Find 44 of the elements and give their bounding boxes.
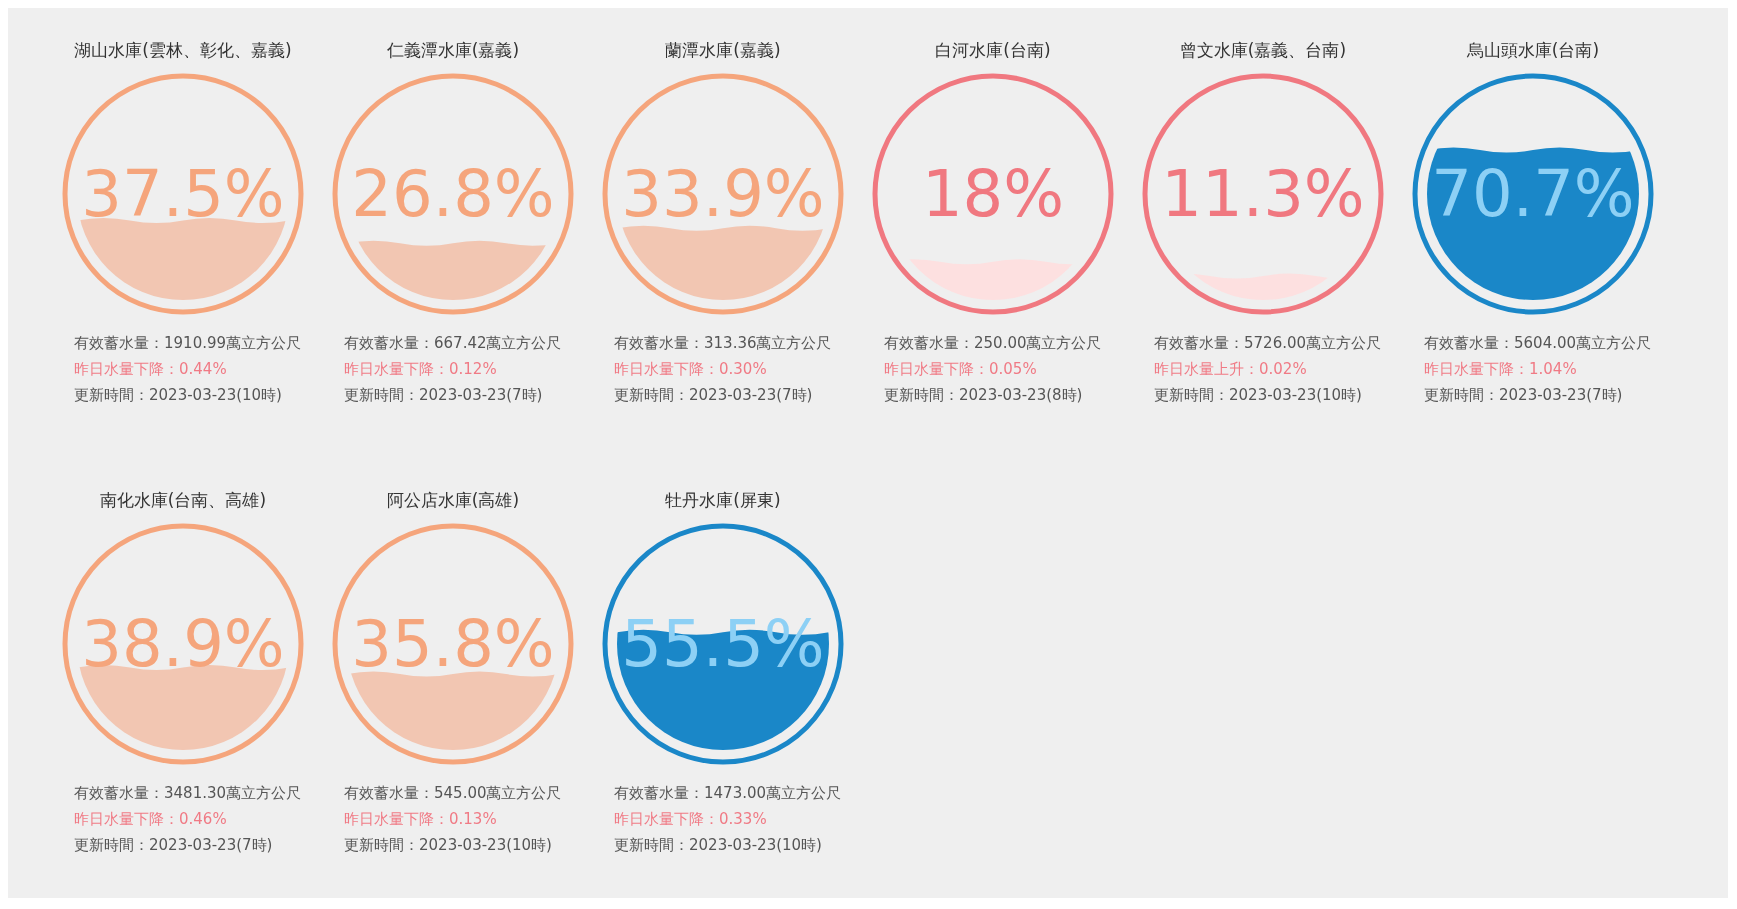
data-label: 18% <box>921 157 1065 231</box>
text: 更新時間：2023-03-23(7時) <box>344 385 544 406</box>
text: 有效蓄水量：5726.00萬立方公尺 <box>1154 333 1383 354</box>
text: 有效蓄水量：5604.00萬立方公尺 <box>1424 333 1653 354</box>
text: 昨日水量下降：0.30% <box>614 359 768 380</box>
data-label: 38.9% <box>81 607 285 681</box>
text: 湖山水庫(雲林、彰化、嘉義) <box>73 39 293 62</box>
text: 白河水庫(台南) <box>934 39 1052 62</box>
text: 有效蓄水量：250.00萬立方公尺 <box>884 333 1103 354</box>
text: 昨日水量下降：0.44% <box>74 359 228 380</box>
text: 南化水庫(台南、高雄) <box>98 489 268 512</box>
text: 更新時間：2023-03-23(7時) <box>74 835 274 856</box>
text: 更新時間：2023-03-23(8時) <box>884 385 1084 406</box>
text: 昨日水量上升：0.02% <box>1154 359 1308 380</box>
data-label: 35.8% <box>351 607 555 681</box>
data-label: 26.8% <box>351 157 555 231</box>
text: 更新時間：2023-03-23(10時) <box>614 835 823 856</box>
data-label: 33.9% <box>621 157 825 231</box>
text: 牡丹水庫(屏東) <box>664 489 782 512</box>
text: 有效蓄水量：3481.30萬立方公尺 <box>74 783 303 804</box>
text: 昨日水量下降：0.13% <box>344 809 498 830</box>
text: 有效蓄水量：313.36萬立方公尺 <box>614 333 833 354</box>
text: 蘭潭水庫(嘉義) <box>664 39 782 62</box>
text: 有效蓄水量：1473.00萬立方公尺 <box>614 783 843 804</box>
text: 仁義潭水庫(嘉義) <box>385 39 521 62</box>
text: 更新時間：2023-03-23(10時) <box>344 835 553 856</box>
text: 更新時間：2023-03-23(10時) <box>74 385 283 406</box>
text: 阿公店水庫(高雄) <box>385 489 521 512</box>
text: 曾文水庫(嘉義、台南) <box>1178 39 1348 62</box>
text: 更新時間：2023-03-23(10時) <box>1154 385 1363 406</box>
text: 更新時間：2023-03-23(7時) <box>1424 385 1624 406</box>
text: 昨日水量下降：0.46% <box>74 809 228 830</box>
text: 有效蓄水量：545.00萬立方公尺 <box>344 783 563 804</box>
text: 更新時間：2023-03-23(7時) <box>614 385 814 406</box>
text: 有效蓄水量：1910.99萬立方公尺 <box>74 333 303 354</box>
text: 有效蓄水量：667.42萬立方公尺 <box>344 333 563 354</box>
text: 昨日水量下降：0.12% <box>344 359 498 380</box>
text: 昨日水量下降：0.05% <box>884 359 1038 380</box>
text: 烏山頭水庫(台南) <box>1465 39 1601 62</box>
text: 昨日水量下降：0.33% <box>614 809 768 830</box>
data-label: 37.5% <box>81 157 285 231</box>
data-label: 70.7% <box>1431 157 1635 231</box>
data-label: 11.3% <box>1161 157 1365 231</box>
text: 昨日水量下降：1.04% <box>1424 359 1578 380</box>
